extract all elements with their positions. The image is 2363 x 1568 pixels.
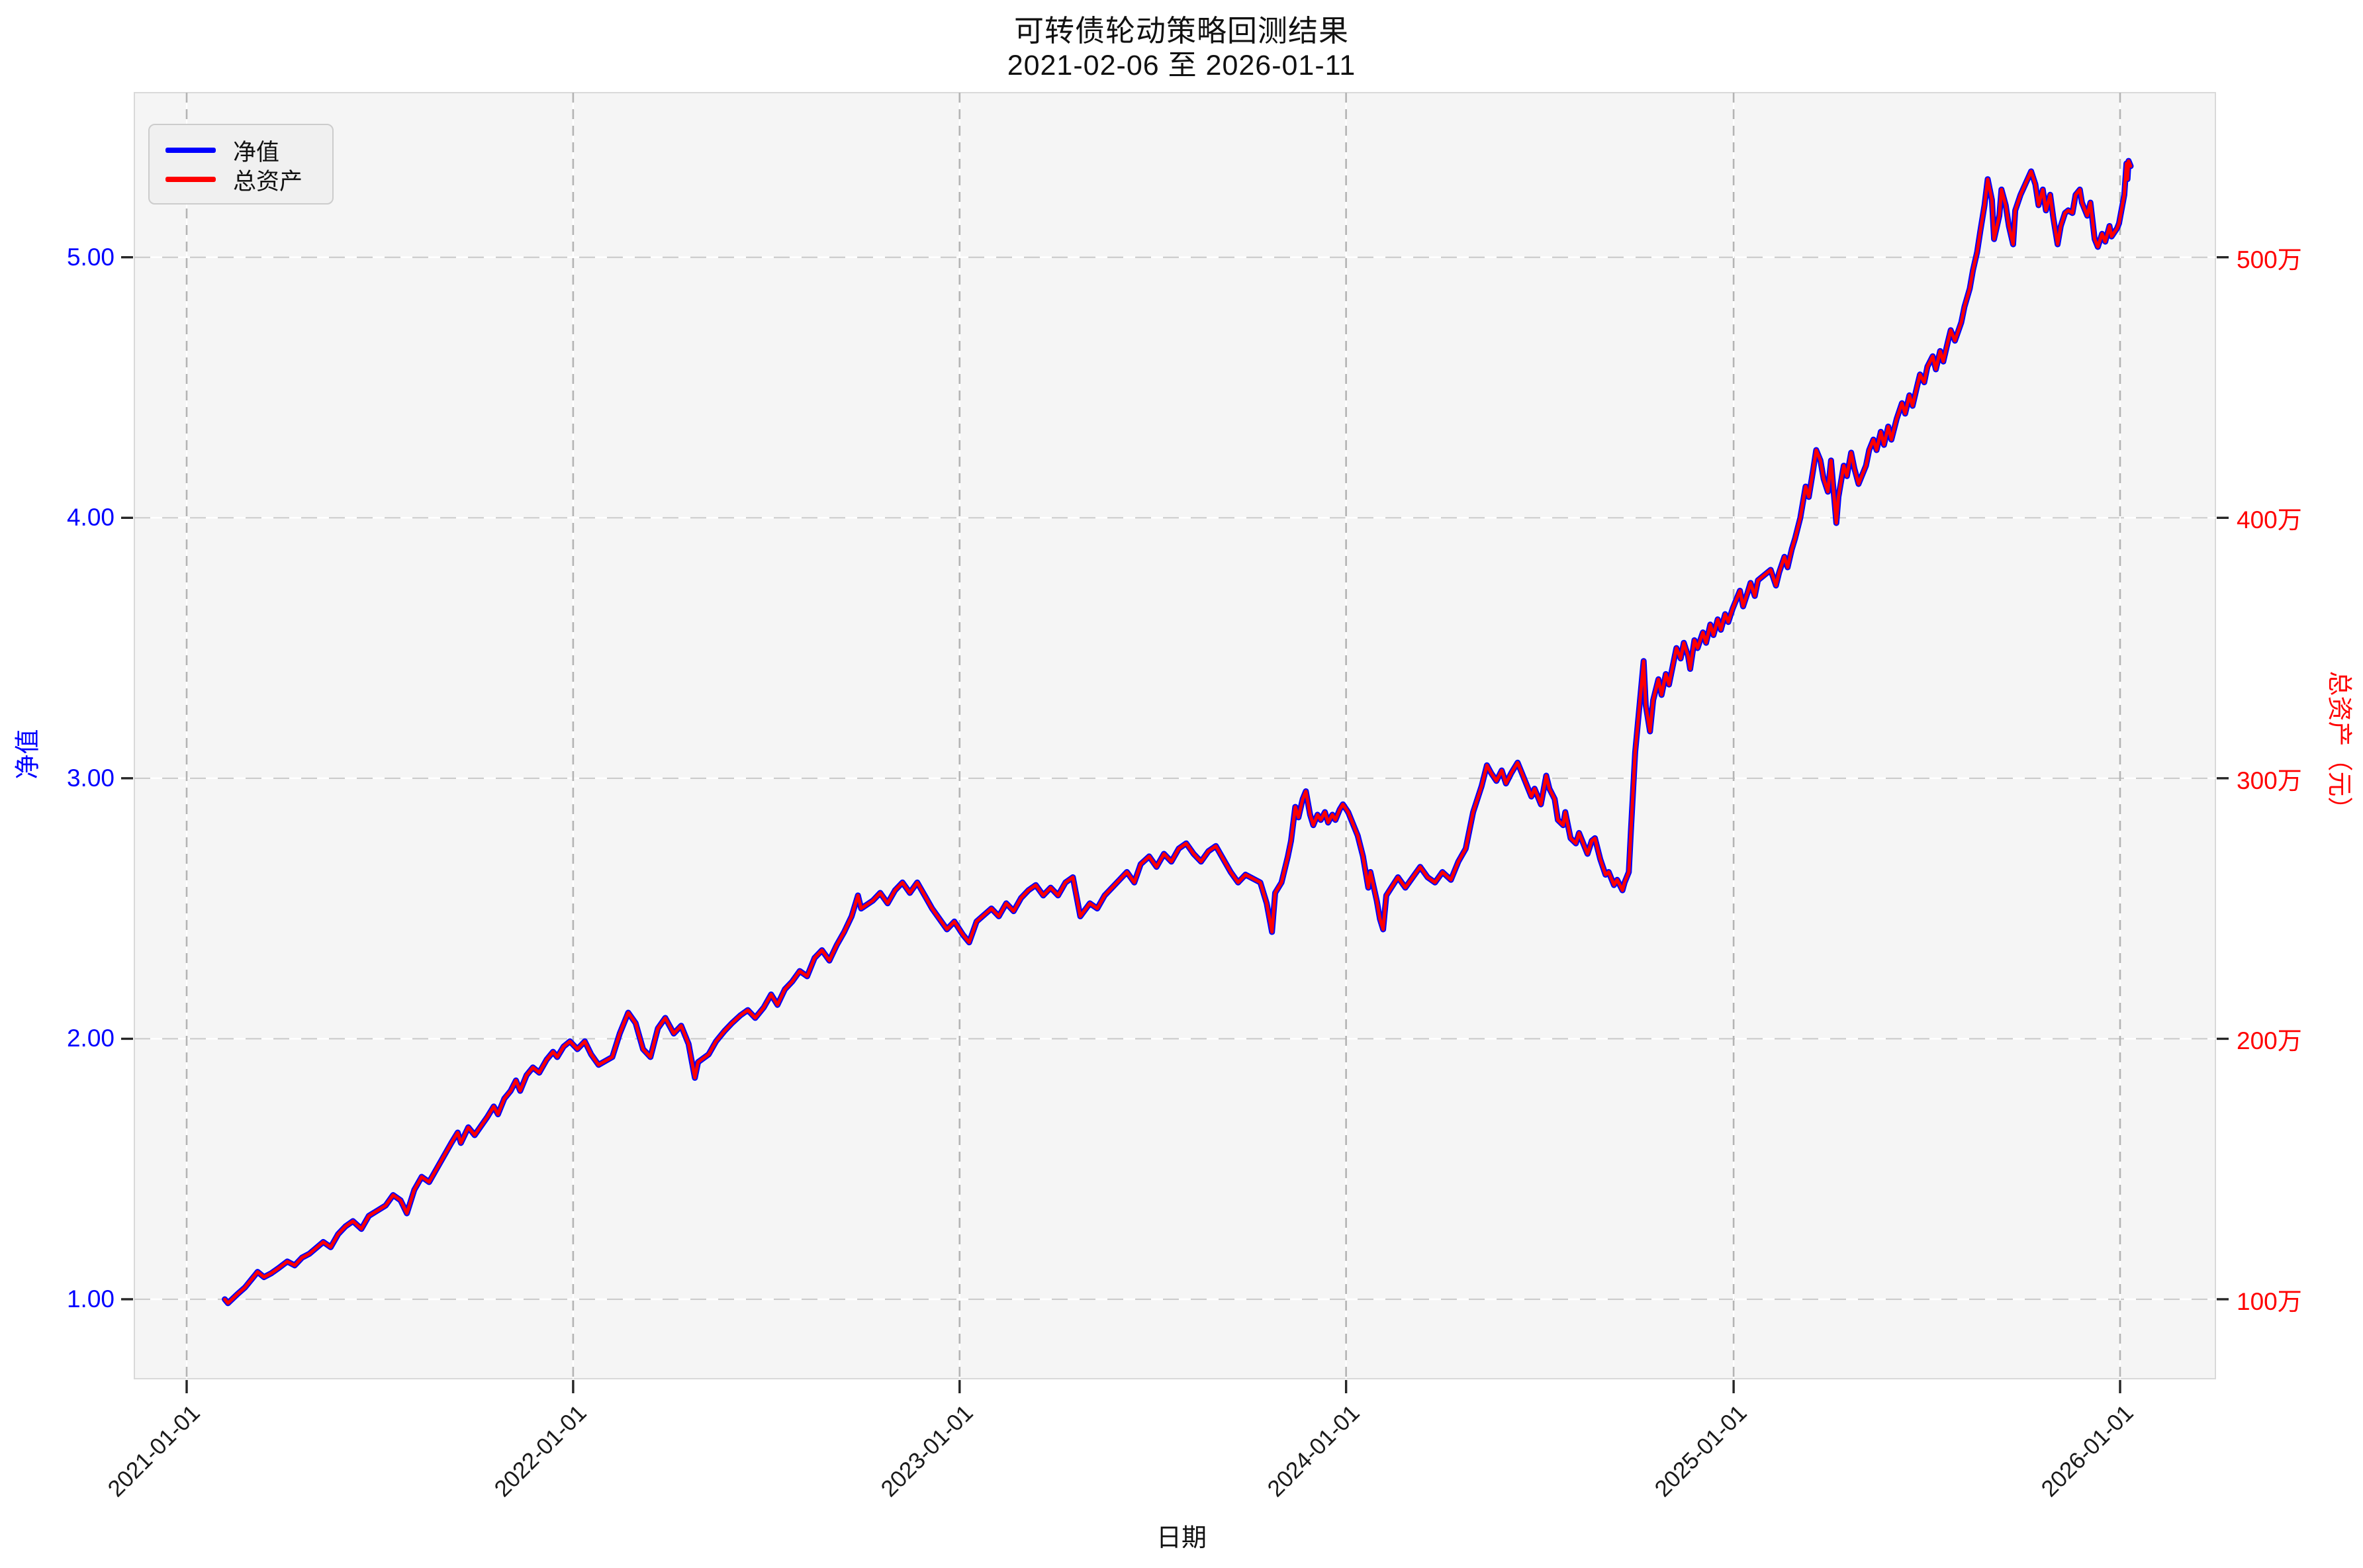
plot-area <box>134 92 2216 1379</box>
y-tick-label-right: 300万 <box>2237 766 2302 794</box>
legend-line-total-assets-icon <box>165 177 216 182</box>
y-tick-label-right: 500万 <box>2237 246 2302 273</box>
chart-title: 可转债轮动策略回测结果 <box>1013 14 1349 48</box>
legend-label-total-assets: 总资产 <box>233 168 303 195</box>
x-axis-label: 日期 <box>1156 1524 1207 1552</box>
y-tick-label-left: 1.00 <box>66 1285 115 1313</box>
y-tick-label-left: 3.00 <box>66 764 115 792</box>
y-axis-label-left: 净值 <box>14 729 42 780</box>
legend-line-networth-icon <box>165 148 216 153</box>
y-axis-label-right: 总资产（元） <box>2325 670 2353 822</box>
y-tick-label-left: 5.00 <box>66 243 115 271</box>
legend: 净值 总资产 <box>148 124 334 205</box>
chart-subtitle: 2021-02-06 至 2026-01-11 <box>1007 50 1356 81</box>
legend-item-networth: 净值 <box>165 136 318 165</box>
legend-label-networth: 净值 <box>233 139 280 165</box>
y-tick-label-right: 100万 <box>2237 1287 2302 1315</box>
y-tick-label-right: 200万 <box>2237 1027 2302 1055</box>
total-assets-line <box>223 159 2133 1305</box>
y-tick-label-left: 4.00 <box>66 504 115 531</box>
y-tick-label-right: 400万 <box>2237 506 2302 534</box>
y-tick-label-left: 2.00 <box>66 1025 115 1052</box>
legend-item-total-assets: 总资产 <box>165 165 318 195</box>
